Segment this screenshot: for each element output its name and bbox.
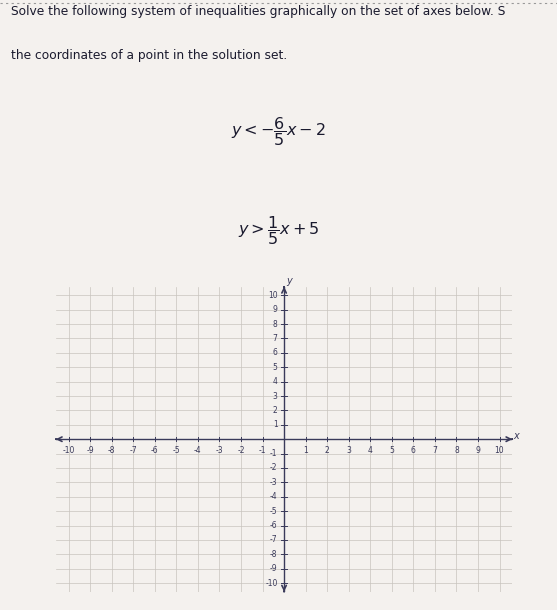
Text: 2: 2 [325, 446, 330, 454]
Text: -8: -8 [108, 446, 115, 454]
Text: 10: 10 [268, 291, 277, 300]
Text: 1: 1 [303, 446, 308, 454]
Text: 5: 5 [389, 446, 394, 454]
Text: 4: 4 [273, 377, 277, 386]
Text: $y > \dfrac{1}{5}x + 5$: $y > \dfrac{1}{5}x + 5$ [238, 214, 319, 247]
Text: x: x [514, 431, 519, 440]
Text: -10: -10 [62, 446, 75, 454]
Text: -6: -6 [151, 446, 159, 454]
Text: -5: -5 [173, 446, 180, 454]
Text: 8: 8 [273, 320, 277, 329]
Text: 1: 1 [273, 420, 277, 429]
Text: 9: 9 [273, 305, 277, 314]
Text: y: y [287, 276, 292, 286]
Text: 2: 2 [273, 406, 277, 415]
Text: -7: -7 [270, 536, 277, 544]
Text: 3: 3 [346, 446, 351, 454]
Text: 7: 7 [273, 334, 277, 343]
Text: 10: 10 [495, 446, 504, 454]
Text: -2: -2 [270, 464, 277, 473]
Text: -1: -1 [259, 446, 266, 454]
Text: $y < -\dfrac{6}{5}x - 2$: $y < -\dfrac{6}{5}x - 2$ [231, 115, 326, 148]
Text: 6: 6 [273, 348, 277, 357]
Text: the coordinates of a point in the solution set.: the coordinates of a point in the soluti… [11, 49, 287, 62]
Text: 4: 4 [368, 446, 373, 454]
Text: -8: -8 [270, 550, 277, 559]
Text: 7: 7 [432, 446, 437, 454]
Text: -4: -4 [194, 446, 202, 454]
Text: Solve the following system of inequalities graphically on the set of axes below.: Solve the following system of inequaliti… [11, 5, 506, 18]
Text: -4: -4 [270, 492, 277, 501]
Text: -9: -9 [86, 446, 94, 454]
Text: -7: -7 [129, 446, 137, 454]
Text: -3: -3 [216, 446, 223, 454]
Text: 5: 5 [273, 363, 277, 371]
Text: -3: -3 [270, 478, 277, 487]
Text: 9: 9 [476, 446, 480, 454]
Text: -9: -9 [270, 564, 277, 573]
Text: -1: -1 [270, 449, 277, 458]
Text: 8: 8 [454, 446, 459, 454]
Text: -10: -10 [265, 578, 277, 587]
Text: -5: -5 [270, 507, 277, 515]
Text: -6: -6 [270, 521, 277, 530]
Text: 6: 6 [411, 446, 416, 454]
Text: 3: 3 [273, 392, 277, 401]
Text: -2: -2 [237, 446, 245, 454]
